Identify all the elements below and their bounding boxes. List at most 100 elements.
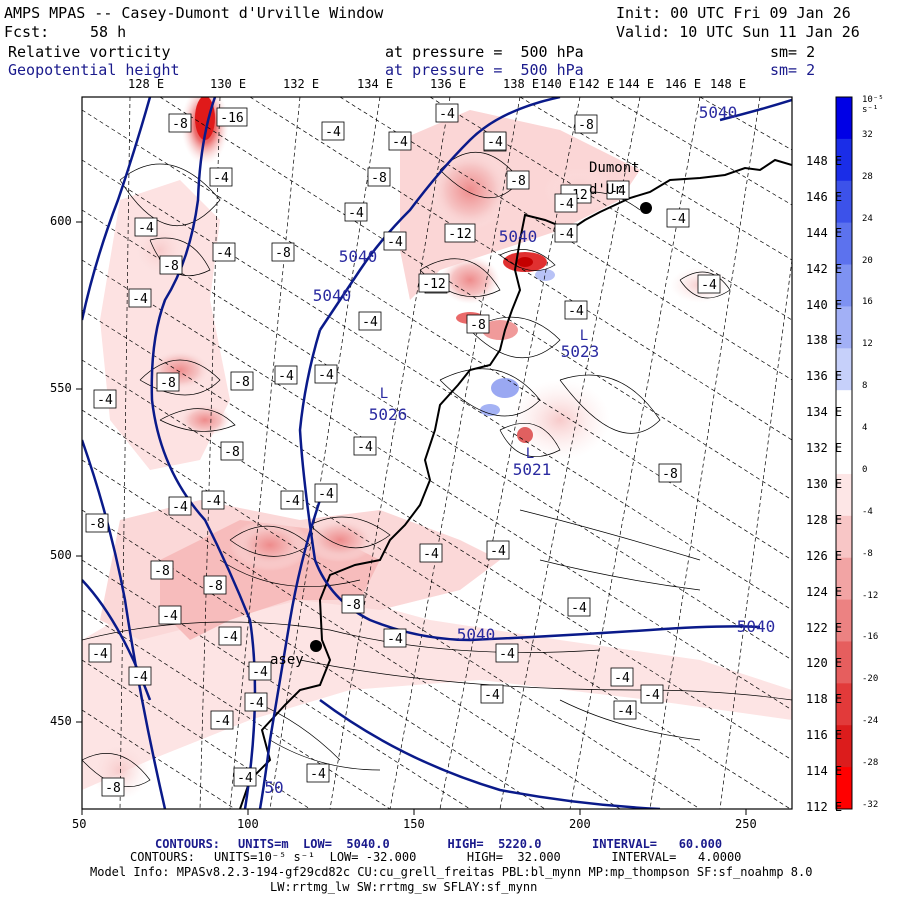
right-longitude-label: 134 E	[806, 405, 843, 420]
footer-vorticity-contours: UNITS=10⁻⁵ s⁻¹ LOW= -32.000 HIGH= 32.000…	[214, 850, 742, 864]
right-longitude-label: 144 E	[806, 225, 843, 240]
contour-label-box	[314, 364, 338, 384]
contour-label: -4	[357, 440, 373, 455]
contour-label: -4	[558, 197, 574, 212]
colorbar-swatch	[836, 97, 852, 140]
top-longitude-label: 138 E	[503, 77, 540, 91]
height-contour-label: 5021	[513, 460, 552, 479]
contour-label-box	[383, 231, 407, 251]
contour-label: -4	[362, 315, 378, 330]
contour-label-box	[610, 667, 634, 687]
contour-label: -8	[207, 579, 223, 594]
x-axis-tick-label: 200	[569, 817, 591, 831]
contour-label-box	[306, 763, 330, 783]
height-contour-label: 5040	[457, 625, 496, 644]
contour-label-box	[150, 560, 174, 580]
right-longitude-label: 124 E	[806, 584, 843, 599]
contour-label: -8	[160, 376, 176, 391]
top-longitude-label: 132 E	[283, 77, 320, 91]
contour-label-box	[248, 661, 272, 681]
right-longitude-label: 138 E	[806, 333, 843, 348]
contour-label: -4	[205, 494, 221, 509]
colorbar-tick-label: 0	[862, 464, 868, 475]
colorbar-tick-label: 28	[862, 171, 873, 182]
contour-label-box	[218, 626, 242, 646]
y-axis-tick-label: 550	[50, 381, 72, 395]
contour-label: -4	[701, 278, 717, 293]
colorbar-tick-label: -20	[862, 674, 879, 685]
colorbar-tick-label: -8	[862, 548, 873, 559]
contour-label-box	[209, 167, 233, 187]
contour-label: -4	[284, 494, 300, 509]
colorbar-swatch	[836, 306, 852, 349]
x-axis-tick-label: 100	[237, 817, 259, 831]
contour-label: -8	[662, 467, 678, 482]
top-longitude-label: 148 E	[710, 77, 747, 91]
contour-label-box	[554, 193, 578, 213]
height-contour-label: 5023	[561, 342, 600, 361]
contour-label: -8	[578, 118, 594, 133]
contour-label-box	[230, 371, 254, 391]
y-axis-tick-label: 500	[50, 548, 72, 562]
colorbar-tick-label: -12	[862, 590, 879, 601]
contour-label: -8	[224, 445, 240, 460]
contour-label: -4	[97, 393, 113, 408]
colorbar-swatch	[836, 599, 852, 642]
contour-label-box	[134, 217, 158, 237]
colorbar-tick-label: -32	[862, 800, 879, 810]
station-markers	[310, 202, 652, 652]
contour-label: -8	[163, 259, 179, 274]
station-place-label: asey	[270, 652, 304, 668]
contour-label: -8	[89, 517, 105, 532]
contour-label: -4	[318, 368, 334, 383]
contour-label-box	[210, 710, 234, 730]
colorbar-swatch	[836, 264, 852, 307]
colorbar-tick-label: 12	[862, 339, 873, 350]
contour-label-box	[168, 113, 192, 133]
colorbar-frame	[835, 96, 853, 810]
init-time: Init: 00 UTC Fri 09 Jan 26	[616, 4, 851, 22]
right-longitude-label: 126 E	[806, 548, 843, 563]
casey-station-marker	[310, 640, 322, 652]
contour-label: -4	[138, 221, 154, 236]
station-place-label: d'Ur	[589, 182, 623, 198]
right-longitude-label: 120 E	[806, 656, 843, 671]
dumont-station-marker	[640, 202, 652, 214]
field2-smooth: sm= 2	[770, 61, 816, 79]
contour-label-box	[613, 700, 637, 720]
colorbar-swatch	[836, 641, 852, 684]
footer-vorticity-contours-label: CONTOURS:	[130, 850, 196, 864]
contour-label: -8	[510, 174, 526, 189]
right-longitude-label: 140 E	[806, 297, 843, 312]
contour-label-box	[466, 314, 490, 334]
contour-label: -4	[213, 171, 229, 186]
contour-label-box	[606, 180, 630, 200]
contour-label-box	[506, 170, 530, 190]
coastline	[239, 158, 792, 809]
contour-label-box	[203, 575, 227, 595]
colorbar-unit-label: 10⁻⁵ s⁻¹	[862, 95, 884, 115]
right-longitude-label: 130 E	[806, 477, 843, 491]
field2-level: at pressure = 500 hPa	[385, 61, 584, 79]
colorbar-swatch	[836, 348, 852, 391]
contour-label-box	[483, 131, 507, 151]
contour-label: -4	[392, 135, 408, 150]
contour-label-box	[419, 543, 443, 563]
colorbar-tick-label: -24	[862, 716, 879, 727]
right-longitude-label: 142 E	[806, 261, 843, 276]
contour-label: -12	[422, 277, 445, 292]
contour-label: -4	[214, 714, 230, 729]
contour-label: -4	[162, 609, 178, 624]
y-axis-tick-label: 450	[50, 714, 72, 728]
contour-label-box	[574, 114, 598, 134]
station-place-label: Dumont	[589, 160, 640, 176]
low-pressure-label: L	[580, 328, 588, 344]
contour-label: -4	[132, 292, 148, 307]
colorbar-tick-label: -28	[862, 758, 879, 769]
contour-label-box	[564, 300, 588, 320]
height-contour-label: 5040	[699, 103, 738, 122]
contour-label: -4	[423, 547, 439, 562]
colorbar-tick-label: -16	[862, 632, 879, 643]
contour-label: -4	[92, 647, 108, 662]
